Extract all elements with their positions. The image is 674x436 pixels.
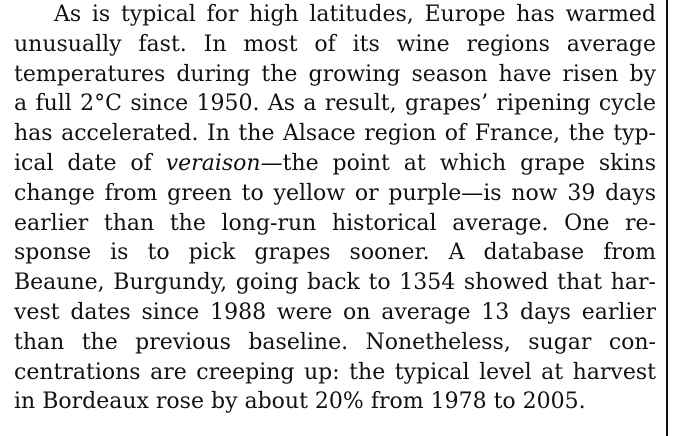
- text-line: As is typical for high latitudes, Europe…: [54, 2, 656, 27]
- text-line: ical date of veraison—the point at which…: [14, 149, 656, 179]
- text-line: sponse is to pick grapes sooner. A datab…: [14, 240, 656, 266]
- text-line: earlier than the long-run historical ave…: [14, 210, 656, 236]
- text-line: unusually fast. In most of its wine regi…: [14, 31, 656, 57]
- text-line: a full 2°C since 1950. As a result, grap…: [14, 91, 656, 117]
- text-line: vest dates since 1988 were on average 13…: [14, 299, 656, 325]
- text-line: Beaune, Burgundy, going back to 1354 sho…: [14, 270, 656, 296]
- article-body: As is typical for high latitudes, Europe…: [14, 0, 656, 417]
- italic-term: veraison: [165, 150, 261, 176]
- text-segment: —the point at which grape skins: [260, 150, 656, 176]
- text-line: centrations are creeping up: the typical…: [14, 359, 656, 385]
- text-line: change from green to yellow or purple—is…: [14, 180, 656, 206]
- text-line: than the previous baseline. Nonetheless,…: [14, 329, 656, 355]
- text-segment: ical date of: [14, 150, 166, 176]
- text-line: temperatures during the growing season h…: [14, 61, 656, 87]
- text-line: has accelerated. In the Alsace region of…: [14, 121, 656, 147]
- text-line: in Bordeaux rose by about 20% from 1978 …: [14, 389, 586, 415]
- column-rule: [666, 0, 668, 436]
